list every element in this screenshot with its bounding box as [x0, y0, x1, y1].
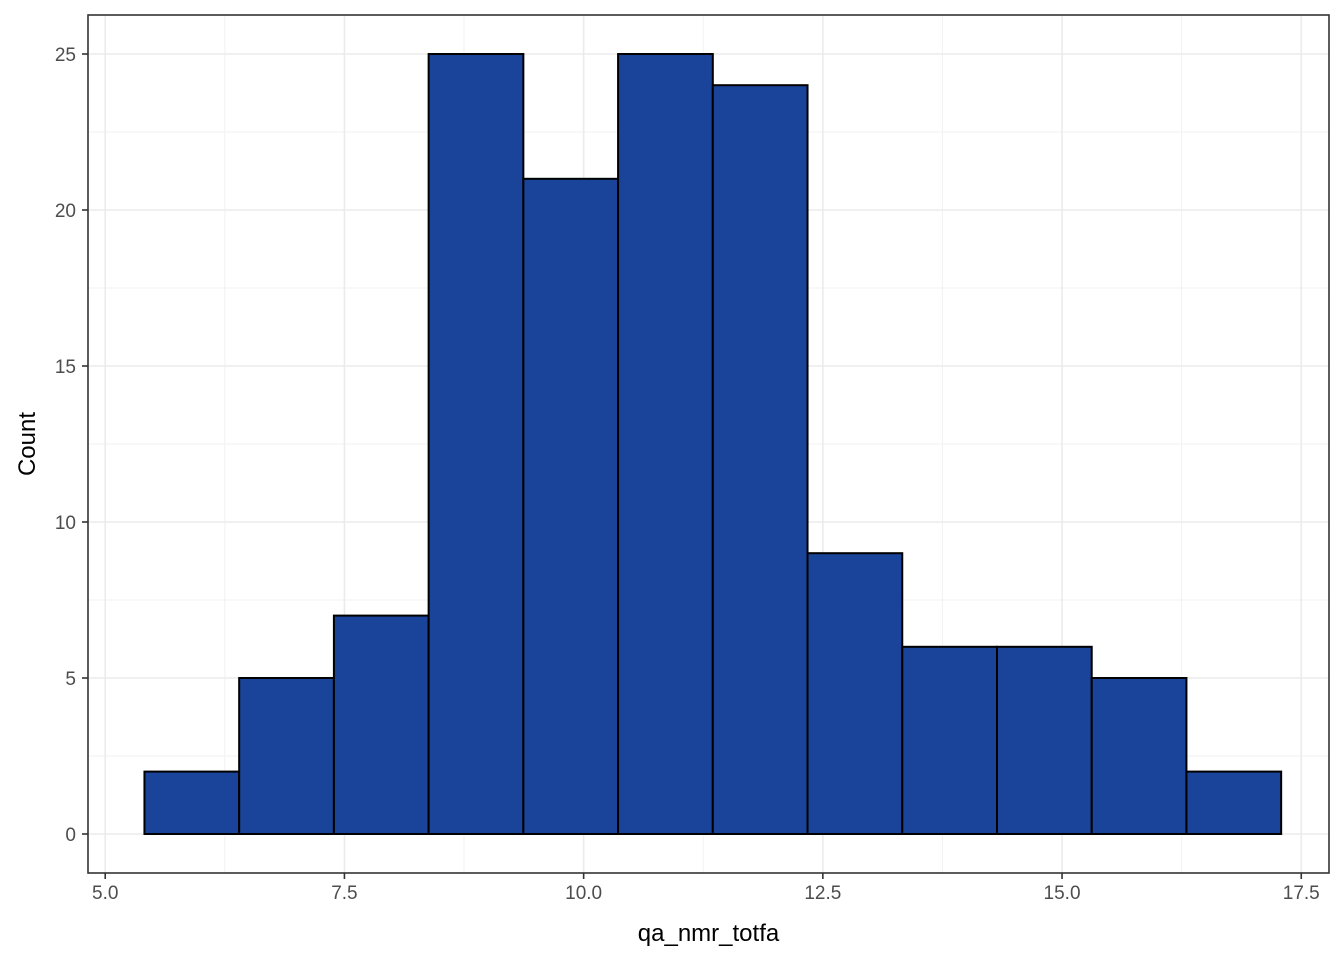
y-tick-label: 25 — [55, 45, 76, 66]
x-axis-title: qa_nmr_totfa — [638, 920, 780, 947]
y-axis-title: Count — [14, 412, 41, 476]
x-tick-label: 7.5 — [331, 883, 357, 904]
y-tick-label: 10 — [55, 513, 76, 534]
y-tick-label: 20 — [55, 201, 76, 222]
x-tick-label: 10.0 — [565, 883, 602, 904]
histogram-bar — [332, 614, 430, 835]
histogram-bar — [522, 177, 620, 836]
histogram-bar — [617, 53, 714, 835]
histogram-bar — [427, 53, 525, 835]
histogram-bar — [995, 645, 1093, 835]
histogram-bar — [901, 645, 998, 835]
x-tick-label: 17.5 — [1283, 883, 1320, 904]
histogram-bars — [143, 53, 1283, 836]
y-tick-label: 15 — [55, 357, 76, 378]
histogram-bar — [806, 552, 904, 835]
axis-ticks: 5.0 7.5 10.0 12.5 15.0 17.5 0 5 10 15 20 25 — [55, 45, 1320, 904]
y-tick-label: 0 — [65, 825, 76, 846]
histogram-bar — [238, 677, 335, 835]
histogram-bar — [1090, 677, 1188, 835]
x-tick-label: 15.0 — [1044, 883, 1081, 904]
x-tick-label: 5.0 — [92, 883, 118, 904]
panel-border — [87, 14, 1330, 874]
histogram-bar — [1185, 770, 1283, 835]
x-tick-label: 12.5 — [804, 883, 841, 904]
histogram-bar — [143, 770, 241, 835]
y-tick-label: 5 — [65, 669, 76, 690]
histogram-bar — [711, 84, 809, 835]
